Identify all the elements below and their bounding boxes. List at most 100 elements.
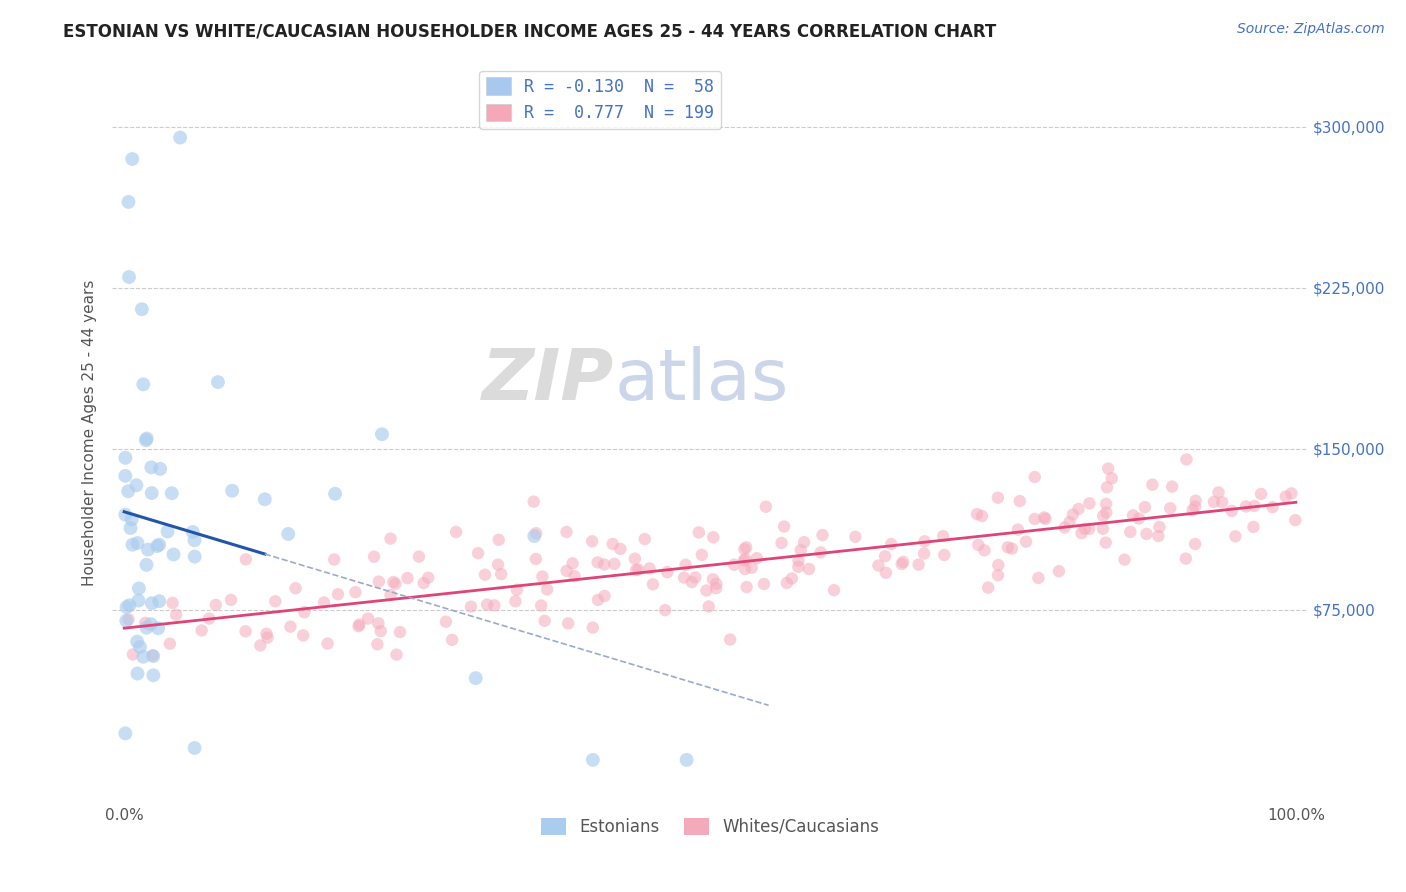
- Point: [118, 599, 141, 613]
- Point: [1007, 523, 1029, 537]
- Point: [363, 549, 385, 564]
- Point: [823, 583, 845, 598]
- Point: [868, 558, 890, 573]
- Point: [344, 585, 367, 599]
- Point: [120, 521, 142, 535]
- Point: [183, 533, 205, 548]
- Point: [146, 539, 169, 553]
- Point: [1028, 571, 1050, 585]
- Point: [624, 563, 647, 577]
- Point: [129, 640, 152, 654]
- Point: [141, 596, 163, 610]
- Point: [367, 574, 389, 589]
- Point: [128, 582, 150, 596]
- Point: [811, 528, 834, 542]
- Point: [932, 529, 955, 543]
- Point: [148, 538, 170, 552]
- Point: [148, 594, 170, 608]
- Point: [741, 561, 763, 575]
- Point: [117, 194, 139, 209]
- Point: [125, 478, 148, 492]
- Point: [1184, 500, 1206, 514]
- Point: [181, 524, 204, 539]
- Point: [132, 649, 155, 664]
- Point: [810, 545, 832, 559]
- Point: [412, 576, 434, 591]
- Point: [624, 551, 647, 566]
- Point: [474, 567, 496, 582]
- Point: [1159, 501, 1181, 516]
- Point: [1062, 508, 1084, 522]
- Point: [1053, 520, 1076, 534]
- Point: [1147, 529, 1170, 543]
- Point: [114, 508, 136, 522]
- Point: [602, 537, 624, 551]
- Point: [380, 532, 402, 546]
- Point: [1208, 485, 1230, 500]
- Point: [312, 595, 335, 609]
- Point: [256, 631, 278, 645]
- Point: [675, 753, 697, 767]
- Point: [323, 552, 346, 566]
- Point: [484, 599, 506, 613]
- Point: [1161, 479, 1184, 493]
- Point: [1128, 511, 1150, 525]
- Point: [1135, 527, 1157, 541]
- Point: [221, 483, 243, 498]
- Point: [1175, 452, 1198, 467]
- Point: [582, 621, 605, 635]
- Point: [1101, 471, 1123, 485]
- Point: [149, 462, 172, 476]
- Point: [277, 527, 299, 541]
- Point: [875, 566, 897, 580]
- Point: [1091, 522, 1114, 536]
- Point: [396, 571, 419, 585]
- Point: [1174, 551, 1197, 566]
- Point: [118, 270, 141, 285]
- Point: [183, 741, 205, 756]
- Point: [735, 541, 758, 555]
- Point: [912, 547, 935, 561]
- Point: [907, 558, 929, 572]
- Point: [467, 546, 489, 560]
- Point: [489, 567, 512, 582]
- Point: [127, 536, 149, 550]
- Point: [127, 593, 149, 607]
- Point: [253, 492, 276, 507]
- Point: [475, 598, 498, 612]
- Point: [530, 599, 553, 613]
- Point: [1241, 520, 1264, 534]
- Point: [987, 568, 1010, 582]
- Point: [1001, 541, 1024, 556]
- Point: [256, 627, 278, 641]
- Point: [1119, 524, 1142, 539]
- Point: [581, 534, 603, 549]
- Point: [249, 639, 271, 653]
- Point: [914, 534, 936, 549]
- Point: [165, 607, 187, 622]
- Point: [1184, 537, 1206, 551]
- Point: [1281, 486, 1303, 500]
- Point: [967, 538, 990, 552]
- Point: [582, 753, 605, 767]
- Point: [121, 152, 143, 166]
- Point: [891, 555, 914, 569]
- Point: [207, 375, 229, 389]
- Point: [1114, 552, 1136, 566]
- Point: [1184, 493, 1206, 508]
- Point: [1149, 520, 1171, 534]
- Point: [160, 486, 183, 500]
- Point: [966, 507, 988, 521]
- Point: [734, 562, 756, 576]
- Point: [1095, 497, 1118, 511]
- Point: [733, 542, 755, 557]
- Point: [121, 538, 143, 552]
- Point: [366, 637, 388, 651]
- Point: [523, 494, 546, 508]
- Point: [873, 549, 896, 564]
- Point: [780, 572, 803, 586]
- Point: [292, 628, 315, 642]
- Point: [752, 577, 775, 591]
- Point: [1070, 526, 1092, 541]
- Text: ZIP: ZIP: [482, 346, 614, 416]
